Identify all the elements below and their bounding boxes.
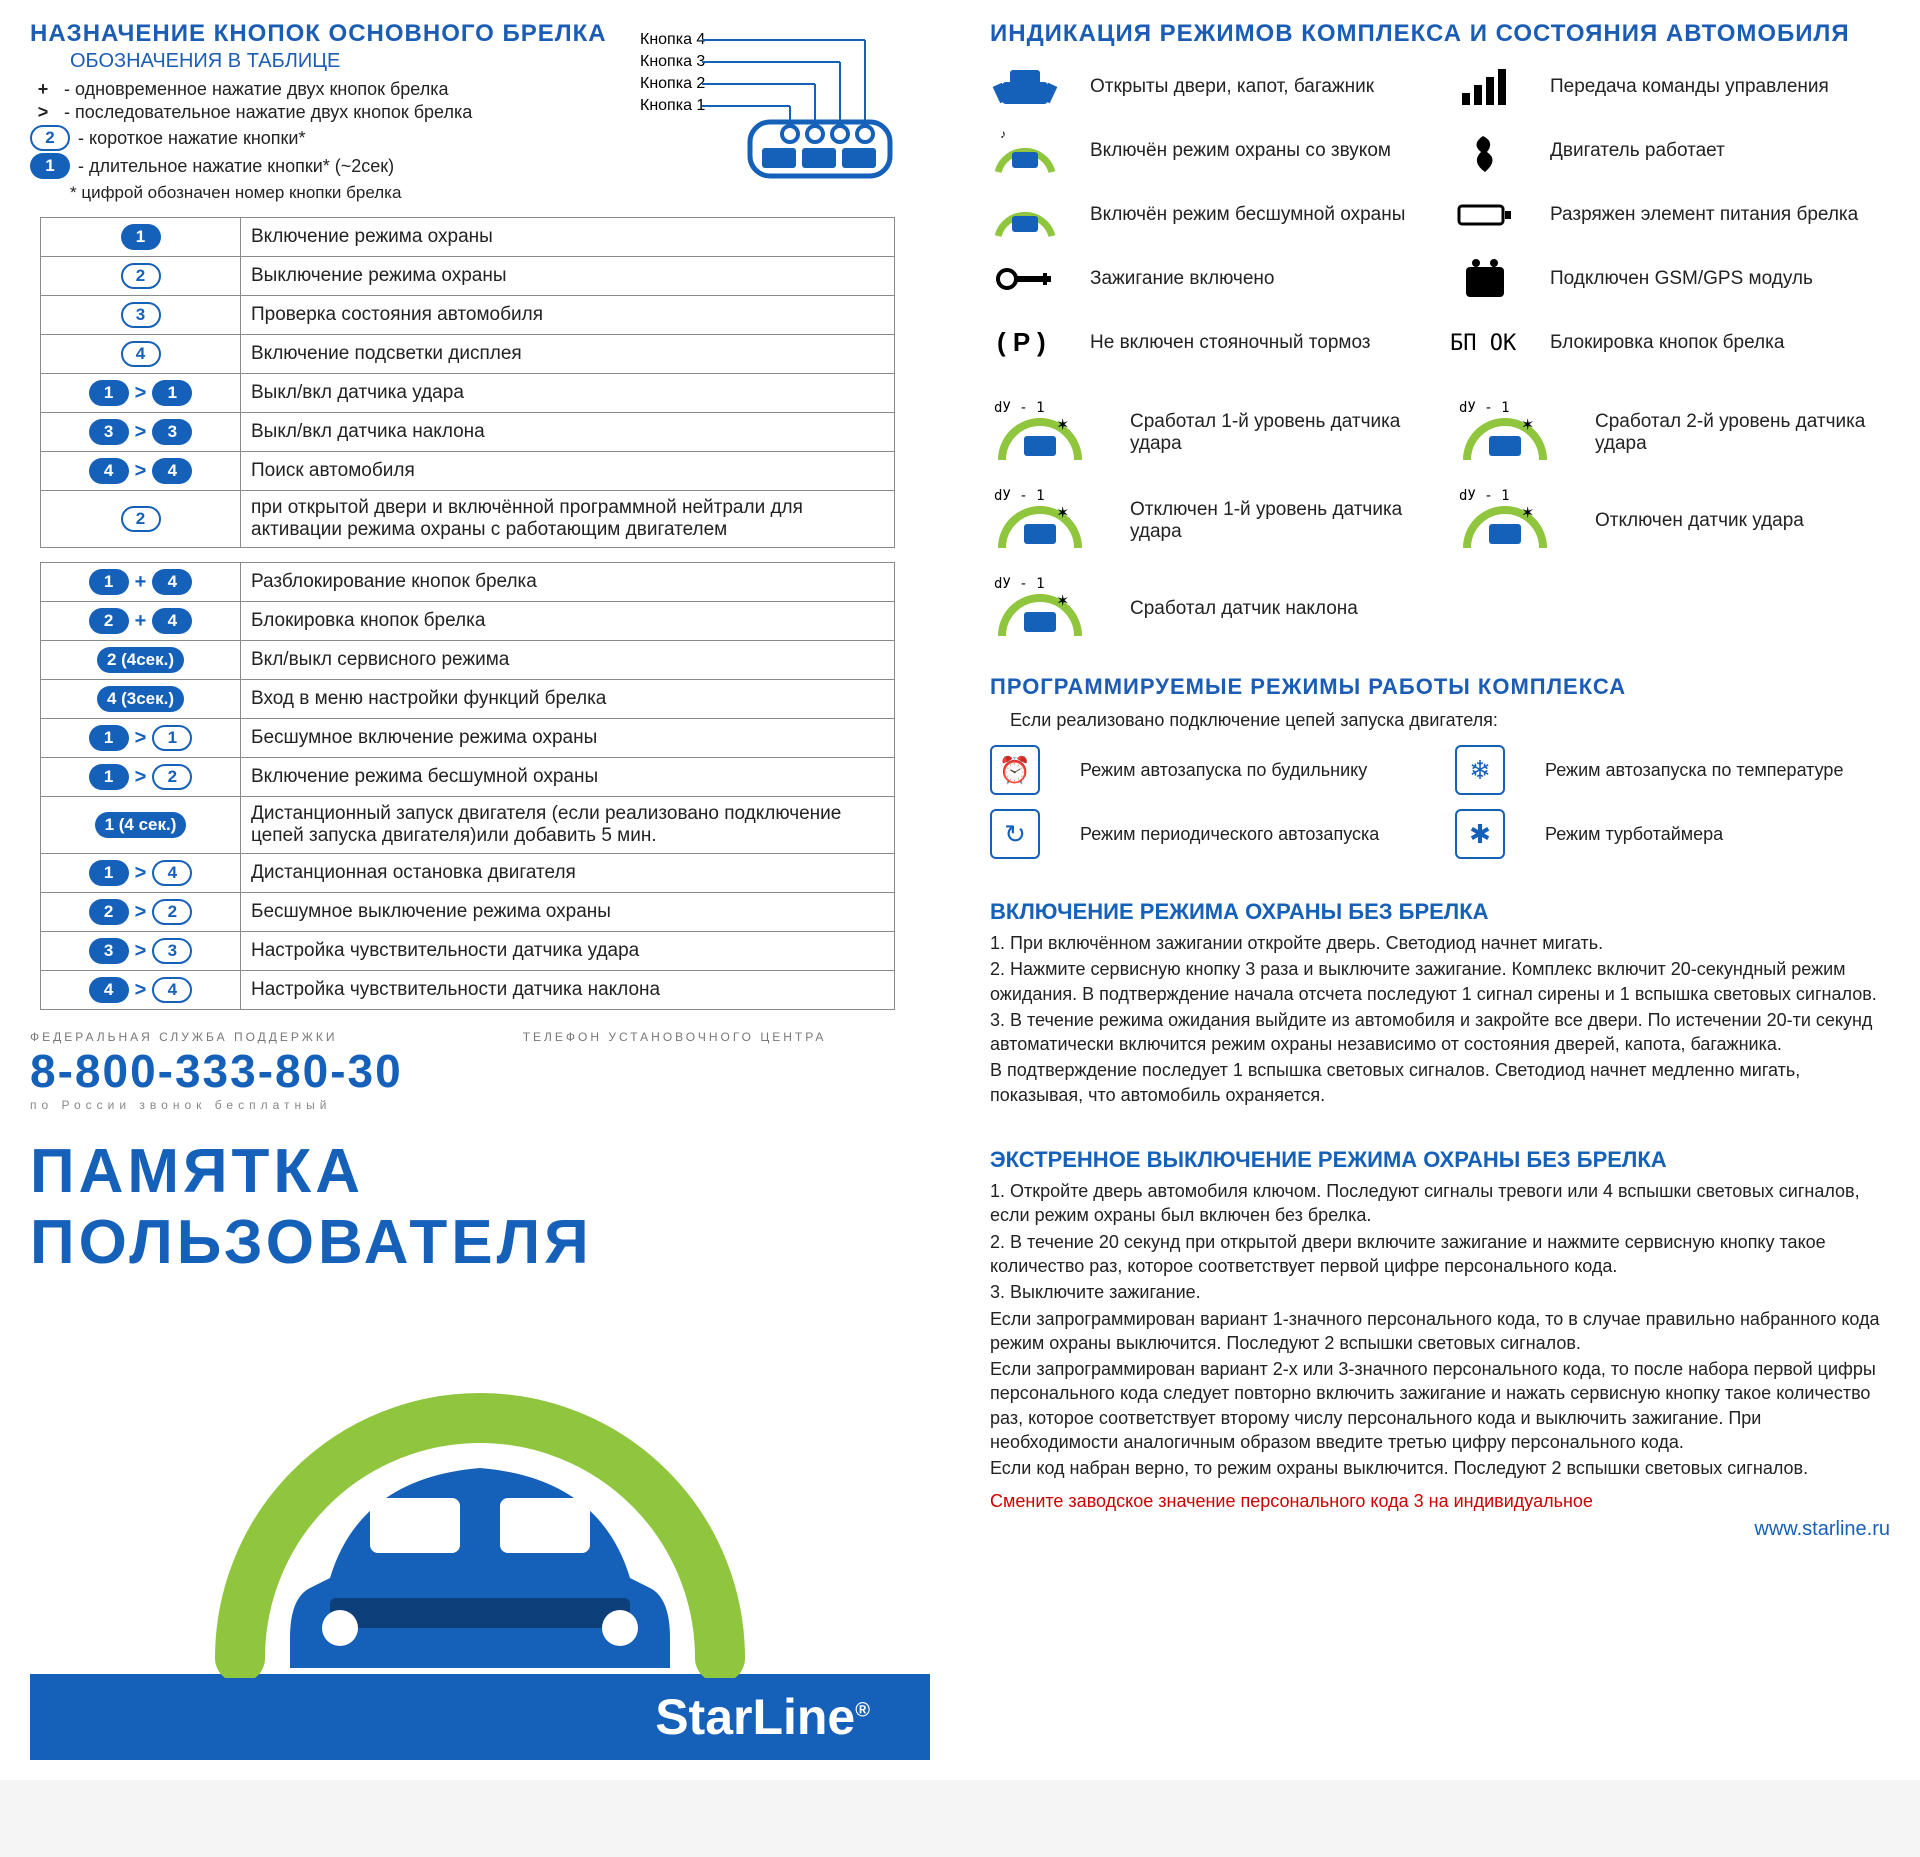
command-table-1: 1Включение режима охраны2Выключение режи… — [40, 217, 895, 548]
sensor-label: Сработал 1-й уровень датчика удара — [1130, 411, 1425, 455]
svg-text:dУ - 1: dУ - 1 — [1459, 400, 1510, 416]
instruction-line: 3. В течение режима ожидания выйдите из … — [990, 1008, 1890, 1057]
prog-sub: Если реализовано подключение цепей запус… — [1010, 710, 1890, 731]
mode-icon: ✱ — [1455, 809, 1505, 859]
support-phone: 8-800-333-80-30 — [30, 1044, 403, 1098]
red-note: Смените заводское значение персонального… — [990, 1491, 1890, 1512]
instr1-title: ВКЛЮЧЕНИЕ РЕЖИМА ОХРАНЫ БЕЗ БРЕЛКА — [990, 899, 1890, 925]
remote-diagram: Кнопка 4 Кнопка 3 Кнопка 2 Кнопка 1 — [640, 30, 900, 195]
park-icon: ( P ) — [990, 318, 1060, 368]
support-label: ФЕДЕРАЛЬНАЯ СЛУЖБА ПОДДЕРЖКИ — [30, 1030, 403, 1044]
support-sub: по России звонок бесплатный — [30, 1098, 403, 1112]
instr2-title: ЭКСТРЕННОЕ ВЫКЛЮЧЕНИЕ РЕЖИМА ОХРАНЫ БЕЗ … — [990, 1147, 1890, 1173]
svg-text:dУ - 1: dУ - 1 — [994, 576, 1045, 592]
mode-label: Режим турботаймера — [1545, 824, 1890, 845]
svg-text:✶: ✶ — [1521, 417, 1534, 434]
sensor-icon: dУ - 1 ✶ — [1455, 486, 1555, 556]
indicator-label: Блокировка кнопок брелка — [1550, 332, 1890, 354]
banner: ПАМЯТКА ПОЛЬЗОВАТЕЛЯ StarLine® — [30, 1136, 930, 1760]
install-center-label: ТЕЛЕФОН УСТАНОВОЧНОГО ЦЕНТРА — [523, 1030, 827, 1044]
svg-text:dУ - 1: dУ - 1 — [994, 400, 1045, 416]
website-url: www.starline.ru — [990, 1518, 1890, 1541]
svg-text:♪: ♪ — [1000, 127, 1006, 141]
indicator-label: Передача команды управления — [1550, 76, 1890, 98]
indicator-label: Открыты двери, капот, багажник — [1090, 76, 1430, 98]
svg-text:Кнопка 3: Кнопка 3 — [640, 53, 705, 70]
sensor-label: Сработал датчик наклона — [1130, 598, 1425, 620]
indicator-label: Двигатель работает — [1550, 140, 1890, 162]
car-arc-sound-icon: ♪ — [990, 126, 1060, 176]
svg-text:БП ОК: БП ОК — [1450, 331, 1517, 356]
indicator-label: Включён режим бесшумной охраны — [1090, 204, 1430, 226]
prog-title: ПРОГРАММИРУЕМЫЕ РЕЖИМЫ РАБОТЫ КОМПЛЕКСА — [990, 674, 1890, 700]
svg-text:✶: ✶ — [1056, 417, 1069, 434]
instruction-line: Если запрограммирован вариант 1-значного… — [990, 1307, 1890, 1356]
sensor-label: Отключен 1-й уровень датчика удара — [1130, 499, 1425, 543]
sensor-label: Сработал 2-й уровень датчика удара — [1595, 411, 1890, 455]
svg-text:Кнопка 2: Кнопка 2 — [640, 75, 705, 92]
sensor-icon: dУ - 1 ✶ — [990, 574, 1090, 644]
mode-label: Режим автозапуска по температуре — [1545, 760, 1890, 781]
svg-text:( P ): ( P ) — [997, 327, 1046, 357]
support-block: ФЕДЕРАЛЬНАЯ СЛУЖБА ПОДДЕРЖКИ 8-800-333-8… — [30, 1030, 930, 1112]
indicator-grid: Открыты двери, капот, багажник Передача к… — [990, 62, 1890, 368]
svg-text:Кнопка 4: Кнопка 4 — [640, 31, 705, 48]
car-open-icon — [990, 62, 1060, 112]
instruction-line: 1. При включённом зажигании откройте две… — [990, 931, 1890, 955]
svg-text:dУ - 1: dУ - 1 — [1459, 488, 1510, 504]
command-table-2: 1+4Разблокирование кнопок брелка2+4Блоки… — [40, 562, 895, 1010]
sensor-icon: dУ - 1 ✶ — [1455, 398, 1555, 468]
gsm-icon — [1450, 254, 1520, 304]
instruction-line: Если код набран верно, то режим охраны в… — [990, 1456, 1890, 1480]
bars-icon — [1450, 62, 1520, 112]
battery-icon — [1450, 190, 1520, 240]
mode-icon: ⏰ — [990, 745, 1040, 795]
lock-digits-icon: БП ОК — [1450, 318, 1520, 368]
right-title: ИНДИКАЦИЯ РЕЖИМОВ КОМПЛЕКСА И СОСТОЯНИЯ … — [990, 20, 1890, 48]
mode-icon: ↻ — [990, 809, 1040, 859]
instruction-line: 2. В течение 20 секунд при открытой двер… — [990, 1230, 1890, 1279]
mode-label: Режим автозапуска по будильнику — [1080, 760, 1425, 781]
car-arc-icon — [990, 190, 1060, 240]
instruction-line: 2. Нажмите сервисную кнопку 3 раза и вык… — [990, 957, 1890, 1006]
indicator-label: Зажигание включено — [1090, 268, 1430, 290]
indicator-label: Разряжен элемент питания брелка — [1550, 204, 1890, 226]
indicator-label: Не включен стояночный тормоз — [1090, 332, 1430, 354]
svg-text:✶: ✶ — [1521, 505, 1534, 522]
svg-text:✶: ✶ — [1056, 505, 1069, 522]
mode-icon: ❄ — [1455, 745, 1505, 795]
sensor-label: Отключен датчик удара — [1595, 510, 1890, 532]
indicator-label: Подключен GSM/GPS модуль — [1550, 268, 1890, 290]
sensor-icon: dУ - 1 ✶ — [990, 398, 1090, 468]
svg-text:Кнопка 1: Кнопка 1 — [640, 97, 705, 114]
indicator-label: Включён режим охраны со звуком — [1090, 140, 1430, 162]
brand-bar: StarLine® — [30, 1674, 930, 1760]
sensor-grid: dУ - 1 ✶ Сработал 1-й уровень датчика удар… — [990, 398, 1890, 644]
smoke-icon — [1450, 126, 1520, 176]
prog-mode-grid: ⏰ Режим автозапуска по будильнику ❄ Режим а… — [990, 745, 1890, 859]
mode-label: Режим периодического автозапуска — [1080, 824, 1425, 845]
instruction-line: В подтверждение последует 1 вспышка свет… — [990, 1058, 1890, 1107]
banner-title: ПАМЯТКА ПОЛЬЗОВАТЕЛЯ — [30, 1136, 930, 1278]
svg-text:✶: ✶ — [1056, 593, 1069, 610]
svg-text:dУ - 1: dУ - 1 — [994, 488, 1045, 504]
instruction-line: Если запрограммирован вариант 2-х или 3-… — [990, 1357, 1890, 1454]
sensor-icon: dУ - 1 ✶ — [990, 486, 1090, 556]
instruction-line: 1. Откройте дверь автомобиля ключом. Пос… — [990, 1179, 1890, 1228]
key-icon — [990, 254, 1060, 304]
instruction-line: 3. Выключите зажигание. — [990, 1280, 1890, 1304]
